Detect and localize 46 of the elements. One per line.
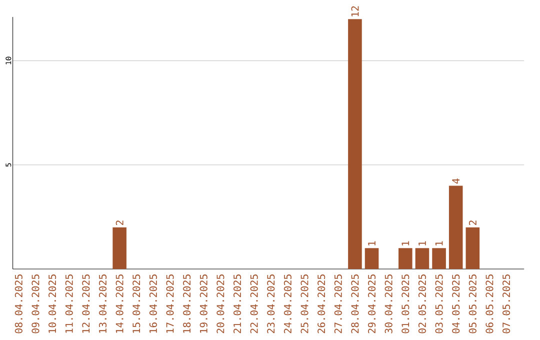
x-tick-label: 17.04.2025: [166, 274, 174, 333]
bar: [432, 248, 446, 269]
x-tick-label: 24.04.2025: [284, 274, 292, 334]
x-tick-label: 27.04.2025: [334, 274, 342, 334]
data-label: 1: [435, 241, 443, 246]
bar: [466, 227, 480, 269]
x-tick-label: 23.04.2025: [267, 274, 275, 334]
bar: [415, 248, 430, 269]
x-tick-label: 12.04.2025: [82, 274, 90, 333]
x-tick-label: 06.05.2025: [486, 274, 494, 334]
x-tick-label: 29.04.2025: [368, 274, 376, 334]
x-tick-label: 19.04.2025: [200, 274, 208, 333]
x-tick-label: 26.04.2025: [318, 274, 326, 334]
bar: [112, 227, 126, 269]
data-label: 12: [351, 6, 359, 16]
data-label: 1: [418, 241, 426, 246]
x-tick-label: 21.04.2025: [233, 274, 242, 334]
x-tick-label: 22.04.2025: [250, 274, 258, 334]
x-tick-label: 08.04.2025: [14, 274, 22, 334]
x-tick-label: 11.04.2025: [65, 274, 73, 333]
data-label: 1: [402, 241, 410, 246]
x-tick-label: 16.04.2025: [149, 274, 157, 333]
x-tick-label: 20.04.2025: [216, 274, 224, 334]
x-tick-label: 18.04.2025: [183, 274, 191, 333]
x-tick-label: 01.05.2025: [402, 274, 410, 334]
x-tick-label: 02.05.2025: [418, 274, 426, 334]
bar: [348, 19, 362, 269]
x-tick-label: 13.04.2025: [98, 274, 107, 333]
data-label: 2: [116, 220, 124, 226]
bar: [364, 248, 379, 269]
x-tick-label: 04.05.2025: [452, 274, 460, 334]
x-tick-label: 10.04.2025: [48, 274, 56, 333]
x-tick-label: 15.04.2025: [132, 274, 140, 333]
data-label: 1: [368, 241, 376, 246]
x-tick-label: 28.04.2025: [351, 274, 359, 334]
x-tick-label: 03.05.2025: [435, 274, 443, 334]
bar: [448, 186, 463, 269]
x-tick-label: 14.04.2025: [116, 274, 124, 333]
data-label: 2: [468, 220, 476, 226]
x-tick-label: 25.04.2025: [300, 274, 308, 334]
data-label: 4: [452, 178, 460, 184]
x-tick-label: 30.04.2025: [384, 274, 392, 334]
bar: [398, 248, 412, 269]
x-tick-label: 05.05.2025: [468, 274, 476, 334]
x-tick-label: 07.05.2025: [502, 274, 510, 334]
x-tick-label: 09.04.2025: [32, 274, 40, 334]
